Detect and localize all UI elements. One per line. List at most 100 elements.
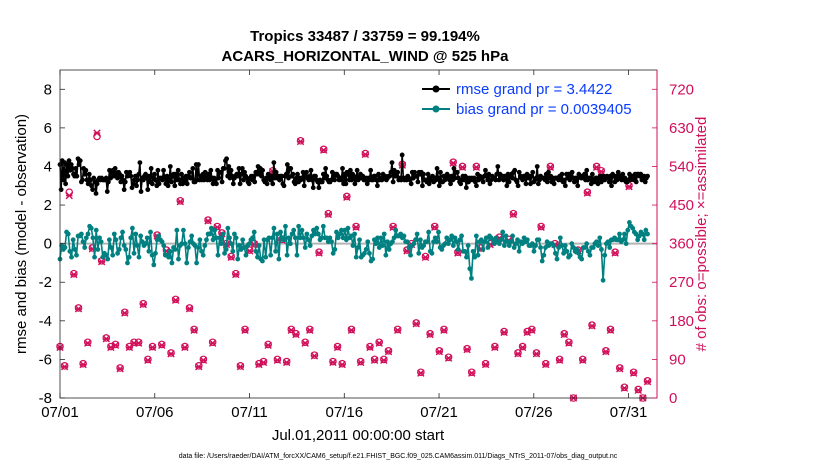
rmse-point (135, 177, 141, 183)
obs-assimilated-marker (380, 356, 388, 364)
bias-point (551, 243, 557, 248)
bias-point (217, 235, 223, 241)
obs-assimilated-marker (417, 369, 425, 377)
bias-series (57, 219, 650, 283)
bias-point (355, 245, 361, 250)
rmse-point (259, 173, 264, 179)
rmse-point (210, 181, 216, 187)
rmse-point (451, 166, 457, 171)
rmse-point (273, 169, 279, 175)
bias-point (524, 237, 530, 243)
obs-assimilated-marker (357, 358, 365, 367)
bias-point (464, 254, 469, 260)
bias-point (169, 260, 175, 266)
obs-assimilated-marker (625, 182, 633, 191)
bias-point (233, 235, 239, 241)
rmse-point (149, 181, 155, 187)
obs-assimilated-marker (370, 356, 379, 364)
obs-possible-marker (287, 325, 296, 334)
rmse-point (447, 177, 452, 183)
obs-assimilated-marker (532, 350, 541, 358)
rmse-point (112, 166, 118, 171)
obs-assimilated-marker (528, 326, 536, 334)
rmse-point (370, 177, 376, 183)
bias-point (380, 243, 385, 248)
obs-assimilated-marker (514, 350, 522, 358)
bias-point (204, 237, 209, 243)
obs-possible-marker (74, 304, 83, 312)
bias-point (148, 229, 153, 235)
bias-point (366, 250, 372, 256)
bias-point (223, 247, 229, 252)
obs-possible-marker (384, 347, 393, 355)
obs-possible-marker (509, 209, 518, 218)
obs-possible-marker (615, 364, 624, 372)
bias-point (236, 243, 242, 248)
obs-possible-marker (634, 385, 643, 394)
y-tick-label-right: 540 (669, 158, 694, 175)
rmse-point (448, 181, 453, 187)
rmse-point (172, 183, 178, 189)
obs-possible-marker (560, 329, 569, 338)
rmse-point (420, 183, 425, 189)
rmse-point (156, 181, 162, 187)
obs-possible-marker (273, 355, 282, 364)
bias-point (111, 231, 117, 237)
y-axis-right: 0 90 180 270 360 450 540 630 720 (652, 70, 694, 407)
bias-point (185, 245, 191, 250)
rmse-point (283, 171, 289, 177)
bias-point (585, 248, 591, 254)
rmse-series (57, 152, 650, 196)
bias-point (207, 231, 213, 237)
obs-assimilated-marker (338, 360, 346, 369)
bias-point (584, 241, 590, 247)
rmse-point (606, 179, 612, 185)
obs-possible-marker (565, 338, 573, 347)
bias-point (261, 237, 267, 243)
x-tick-label: 07/11 (231, 404, 267, 421)
bias-point (105, 256, 111, 262)
obs-possible-marker (426, 329, 434, 338)
bias-point (172, 247, 178, 252)
rmse-point (438, 169, 443, 175)
obs-assimilated-marker (444, 354, 453, 362)
obs-possible-marker (352, 222, 360, 231)
bias-point (411, 241, 417, 247)
rmse-point (169, 179, 174, 185)
y-axis-right-label: # of obs: o=possible; ×=assimilated (693, 117, 710, 352)
rmse-point (121, 187, 127, 193)
bias-point (536, 237, 542, 243)
obs-assimilated-marker (121, 309, 129, 317)
obs-possible-marker (444, 353, 453, 362)
bias-point (97, 235, 102, 241)
bias-point (329, 239, 334, 245)
rmse-point (474, 183, 479, 189)
rmse-point (58, 187, 64, 193)
obs-assimilated-marker (634, 386, 642, 394)
rmse-point (463, 185, 469, 191)
rmse-point (534, 164, 540, 169)
bias-point (475, 252, 481, 258)
obs-assimilated-marker (352, 223, 360, 232)
bias-point (350, 243, 356, 248)
bias-point (623, 241, 629, 247)
bias-point (370, 256, 376, 262)
obs-assimilated-marker (616, 365, 624, 373)
obs-possible-marker (310, 351, 319, 359)
bias-point (516, 248, 522, 254)
obs-assimilated-marker (463, 345, 471, 354)
bias-point (174, 227, 180, 233)
obs-possible-marker (643, 377, 652, 385)
bias-point (640, 231, 645, 237)
rmse-point (609, 183, 614, 189)
obs-possible-marker (60, 362, 69, 370)
rmse-point (293, 175, 299, 181)
obs-possible-marker (264, 340, 272, 349)
bias-point (176, 256, 181, 262)
obs-possible-marker (472, 162, 481, 171)
obs-possible-marker (139, 299, 148, 308)
rmse-point (399, 152, 405, 158)
obs-assimilated-marker (181, 343, 189, 352)
obs-assimilated-marker (148, 343, 157, 352)
obs-assimilated-marker (412, 320, 420, 328)
